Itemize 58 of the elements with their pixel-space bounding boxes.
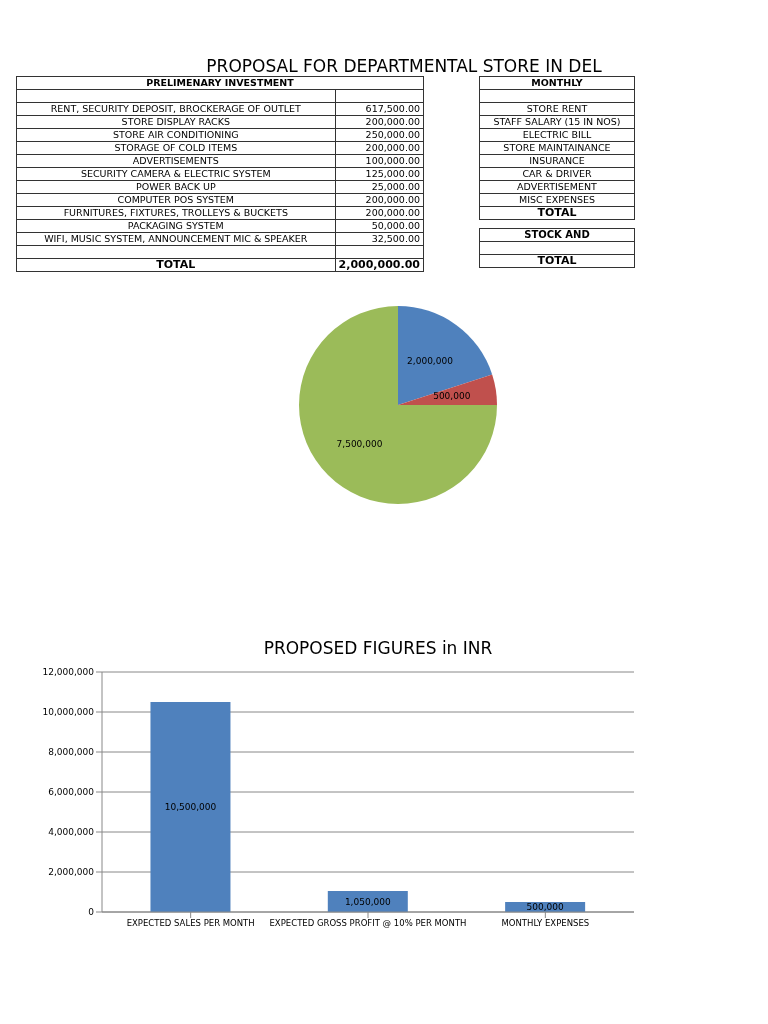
y-tick-label: 0	[88, 907, 95, 918]
text: PRELIMENARY INVESTMENT	[16, 76, 424, 90]
category-label: ADVERTISEMENTS	[16, 154, 336, 168]
text: STOCK AND	[479, 228, 635, 242]
pie-slice	[398, 306, 493, 405]
category-label: PACKAGING SYSTEM	[16, 219, 336, 233]
text: 125,000.00	[365, 168, 420, 179]
category-label: STORAGE OF COLD ITEMS	[16, 141, 336, 155]
category-label: WIFI, MUSIC SYSTEM, ANNOUNCEMENT MIC & SPEAKER	[16, 232, 336, 246]
category-label: TOTAL	[479, 206, 635, 220]
category-label: MISC EXPENSES	[479, 193, 635, 207]
data-label: 500,000	[526, 902, 565, 913]
chart-title: PROPOSED FIGURES in INR	[262, 638, 494, 658]
x-tick-label: EXPECTED SALES PER MONTH	[126, 918, 255, 929]
y-tick-label: 2,000,000	[48, 867, 95, 878]
text: 200,000.00	[365, 194, 420, 205]
text: PROPOSAL FOR DEPARTMENTAL STORE IN DEL	[205, 56, 603, 76]
text: 200,000.00	[365, 207, 420, 218]
category-label: SECURITY CAMERA & ELECTRIC SYSTEM	[16, 167, 336, 181]
text: 200,000.00	[365, 116, 420, 127]
y-tick-label: 4,000,000	[48, 827, 95, 838]
category-label: FURNITURES, FIXTURES, TROLLEYS & BUCKETS	[16, 206, 336, 220]
category-label: ELECTRIC BILL	[479, 128, 635, 142]
category-label: ADVERTISEMENT	[479, 180, 635, 194]
x-tick-label: EXPECTED GROSS PROFIT @ 10% PER MONTH	[269, 918, 467, 929]
y-tick-label: 6,000,000	[48, 787, 95, 798]
text: 25,000.00	[371, 181, 420, 192]
data-label: 1,050,000	[344, 896, 391, 907]
text: 200,000.00	[365, 142, 420, 153]
y-tick-label: 12,000,000	[42, 667, 95, 678]
category-label: STORE RENT	[479, 102, 635, 116]
bar	[150, 702, 231, 912]
category-label: STAFF SALARY (15 IN NOS)	[479, 115, 635, 129]
x-tick-label: MONTHLY EXPENSES	[501, 918, 590, 929]
category-label: POWER BACK UP	[16, 180, 336, 194]
category-label: COMPUTER POS SYSTEM	[16, 193, 336, 207]
data-label: 10,500,000	[164, 802, 217, 813]
text: MONTHLY	[479, 76, 635, 90]
text: 250,000.00	[365, 129, 420, 140]
text: 50,000.00	[371, 220, 420, 231]
category-label: STORE MAINTAINANCE	[479, 141, 635, 155]
category-label: STORE AIR CONDITIONING	[16, 128, 336, 142]
text: TOTAL	[479, 254, 635, 268]
text: 32,500.00	[371, 233, 420, 244]
data-label: 2,000,000	[407, 355, 454, 366]
data-label: 500,000	[433, 391, 471, 402]
text: 2,000,000.00	[338, 258, 420, 271]
category-label: RENT, SECURITY DEPOSIT, BROCKERAGE OF OUTLET	[16, 102, 336, 116]
data-label: 7,500,000	[336, 438, 383, 449]
text: 617,500.00	[365, 103, 420, 114]
pie-slice	[299, 306, 497, 504]
category-label: TOTAL	[16, 258, 336, 272]
category-label: INSURANCE	[479, 154, 635, 168]
y-tick-label: 8,000,000	[48, 747, 95, 758]
y-tick-label: 10,000,000	[42, 707, 95, 718]
text: 100,000.00	[365, 155, 420, 166]
category-label: CAR & DRIVER	[479, 167, 635, 181]
category-label: STORE DISPLAY RACKS	[16, 115, 336, 129]
